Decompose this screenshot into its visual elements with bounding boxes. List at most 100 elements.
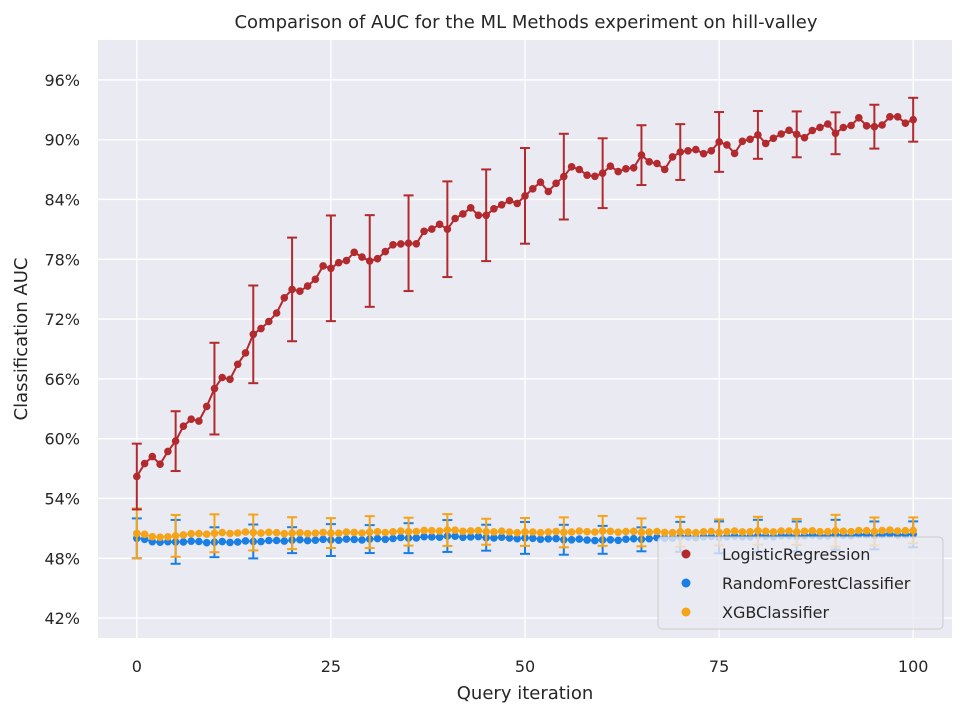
- xgbclassifier-point: [878, 526, 886, 535]
- series-layer: [131, 96, 919, 565]
- logisticregression-point: [792, 130, 801, 139]
- xgbclassifier-point: [676, 528, 685, 536]
- logisticregression-point: [536, 178, 545, 186]
- logisticregression-point: [296, 287, 304, 296]
- legend-marker-xgbclassifier: [681, 607, 691, 617]
- xgbclassifier-point: [412, 527, 421, 536]
- randomforestclassifier-point: [451, 532, 459, 540]
- x-tick-label: 75: [709, 657, 729, 676]
- y-tick-label: 84%: [44, 190, 80, 209]
- logisticregression-point: [591, 172, 599, 181]
- xgbclassifier-point: [552, 527, 560, 536]
- xgbclassifier-point: [156, 533, 164, 541]
- logisticregression-point: [257, 324, 265, 333]
- randomforestclassifier-point: [505, 534, 514, 542]
- xgbclassifier-point: [808, 527, 817, 535]
- xgbclassifier-point: [459, 527, 467, 536]
- logisticregression-point: [614, 167, 622, 176]
- xgbclassifier-point: [358, 529, 366, 537]
- randomforestclassifier-point: [575, 535, 584, 543]
- xgbclassifier-point: [257, 529, 265, 537]
- xgbclassifier-point: [303, 529, 312, 538]
- logisticregression-point: [459, 210, 467, 218]
- randomforestclassifier-point: [459, 533, 467, 542]
- xgbclassifier-point: [816, 527, 824, 536]
- xgbclassifier-point: [769, 528, 778, 536]
- logisticregression-point: [358, 253, 366, 261]
- logisticregression-point: [381, 247, 390, 256]
- logisticregression-point: [831, 129, 840, 138]
- logisticregression-point: [420, 227, 428, 236]
- xgbclassifier-point: [901, 526, 910, 535]
- logisticregression-point: [179, 422, 188, 431]
- randomforestclassifier-point: [202, 538, 211, 547]
- xgbclassifier-point: [195, 529, 203, 538]
- xgbclassifier-point: [785, 527, 793, 535]
- logisticregression-point: [629, 164, 638, 172]
- randomforestclassifier-point: [645, 534, 653, 543]
- logisticregression-point: [133, 472, 141, 481]
- logisticregression-point: [171, 437, 180, 445]
- logisticregression-point: [583, 171, 591, 179]
- x-axis-ticks: 0 25 50 75 100: [132, 657, 929, 676]
- xgbclassifier-point: [575, 527, 584, 535]
- y-tick-label: 96%: [44, 71, 80, 90]
- randomforestclassifier-point: [265, 536, 273, 545]
- logisticregression-point: [653, 159, 661, 168]
- xgbclassifier-point: [241, 528, 250, 536]
- randomforestclassifier-point: [334, 536, 343, 544]
- xgbclassifier-point: [443, 526, 452, 534]
- logisticregression-point: [140, 459, 149, 468]
- randomforestclassifier-point: [280, 537, 289, 545]
- y-tick-label: 72%: [44, 310, 80, 329]
- logisticregression-point: [156, 460, 164, 469]
- xgbclassifier-point: [435, 527, 444, 535]
- randomforestclassifier-point: [513, 534, 521, 543]
- xgbclassifier-point: [529, 528, 537, 536]
- xgbclassifier-point: [591, 528, 599, 536]
- logisticregression-point: [606, 162, 615, 170]
- xgbclassifier-point: [738, 528, 747, 536]
- logisticregression-point: [808, 126, 817, 135]
- xgbclassifier-point: [847, 527, 855, 536]
- logisticregression-point: [901, 119, 910, 127]
- logisticregression-point: [389, 241, 397, 249]
- xgbclassifier-point: [699, 528, 708, 536]
- xgbclassifier-point: [839, 527, 848, 536]
- logisticregression-point: [839, 123, 848, 132]
- logisticregression-point: [397, 240, 405, 248]
- xgbclassifier-point: [133, 529, 141, 538]
- logisticregression-point: [723, 141, 731, 149]
- xgbclassifier-point: [730, 527, 739, 535]
- logisticregression-point: [870, 122, 879, 131]
- logisticregression-point: [660, 165, 669, 174]
- x-tick-label: 100: [898, 657, 929, 676]
- logisticregression-point: [148, 452, 157, 461]
- randomforestclassifier-point: [629, 534, 638, 543]
- xgbclassifier-point: [397, 527, 405, 535]
- logisticregression-point: [567, 163, 576, 171]
- logisticregression-point: [754, 131, 762, 139]
- xgbclassifier-point: [622, 527, 630, 536]
- randomforestclassifier-point: [342, 535, 351, 543]
- logisticregression-point: [513, 199, 521, 208]
- xgbclassifier-point: [373, 527, 382, 536]
- xgbclassifier-point: [218, 528, 226, 537]
- xgbclassifier-point: [560, 528, 568, 537]
- xgbclassifier-point: [171, 532, 180, 540]
- xgbclassifier-point: [893, 527, 902, 535]
- randomforestclassifier-point: [303, 536, 312, 545]
- logisticregression-point: [280, 294, 289, 302]
- xgbclassifier-point: [140, 530, 149, 539]
- y-tick-label: 42%: [44, 609, 80, 628]
- xgbclassifier-point: [451, 526, 459, 534]
- legend-label-logisticregression: LogisticRegression: [722, 545, 870, 564]
- logisticregression-point: [598, 169, 607, 177]
- xgbclassifier-point: [296, 529, 304, 537]
- logisticregression-point: [909, 115, 917, 124]
- logisticregression-point: [521, 192, 529, 200]
- logisticregression-point: [800, 133, 809, 142]
- logisticregression-point: [195, 417, 203, 425]
- randomforestclassifier-point: [397, 533, 405, 542]
